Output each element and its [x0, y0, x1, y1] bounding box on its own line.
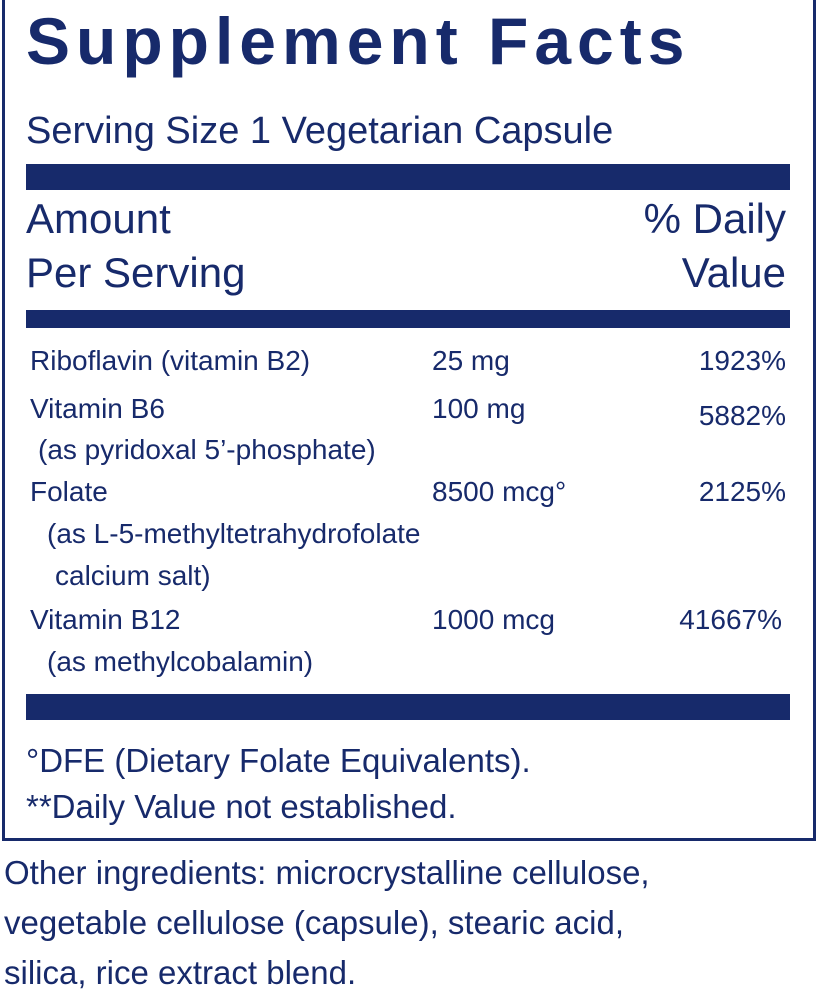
header-dv: % Daily: [643, 195, 786, 242]
divider: [26, 164, 790, 190]
nutrient-amount: 25 mg: [432, 345, 510, 376]
other-ingredients: silica, rice extract blend.: [4, 954, 357, 991]
footnote: °DFE (Dietary Folate Equivalents).: [26, 742, 531, 779]
other-ingredients: Other ingredients: microcrystalline cell…: [4, 854, 650, 891]
nutrient-amount: 1000 mcg: [432, 604, 555, 635]
nutrient-amount: 100 mg: [432, 393, 526, 424]
divider: [26, 694, 790, 720]
header-amount: Amount: [26, 195, 171, 242]
header-dv: Value: [681, 249, 786, 296]
serving-size: Serving Size 1 Vegetarian Capsule: [26, 110, 614, 152]
nutrient-dv: 5882%: [698, 400, 786, 431]
nutrient-dv: 41667%: [679, 604, 782, 635]
nutrient-detail: (as pyridoxal 5’-phosphate): [38, 434, 376, 465]
nutrient-name: Riboflavin (vitamin B2): [30, 345, 311, 376]
nutrient-name: Folate: [30, 476, 108, 507]
nutrient-dv: 2125%: [698, 476, 786, 507]
nutrient-detail: calcium salt): [55, 560, 211, 591]
facts-border: [2, 0, 816, 841]
nutrient-detail: (as methylcobalamin): [47, 646, 314, 677]
other-ingredients: vegetable cellulose (capsule), stearic a…: [4, 904, 624, 941]
nutrient-detail: (as L-5-methyltetrahydrofolate: [47, 518, 421, 549]
header-amount: Per Serving: [26, 249, 246, 296]
nutrient-name: Vitamin B12: [30, 604, 181, 635]
nutrient-name: Vitamin B6: [30, 393, 165, 424]
footnote: **Daily Value not established.: [26, 788, 457, 825]
nutrient-amount: 8500 mcg°: [432, 476, 567, 507]
divider: [26, 310, 790, 328]
title: Supplement Facts: [26, 4, 691, 78]
nutrient-dv: 1923%: [698, 345, 786, 376]
